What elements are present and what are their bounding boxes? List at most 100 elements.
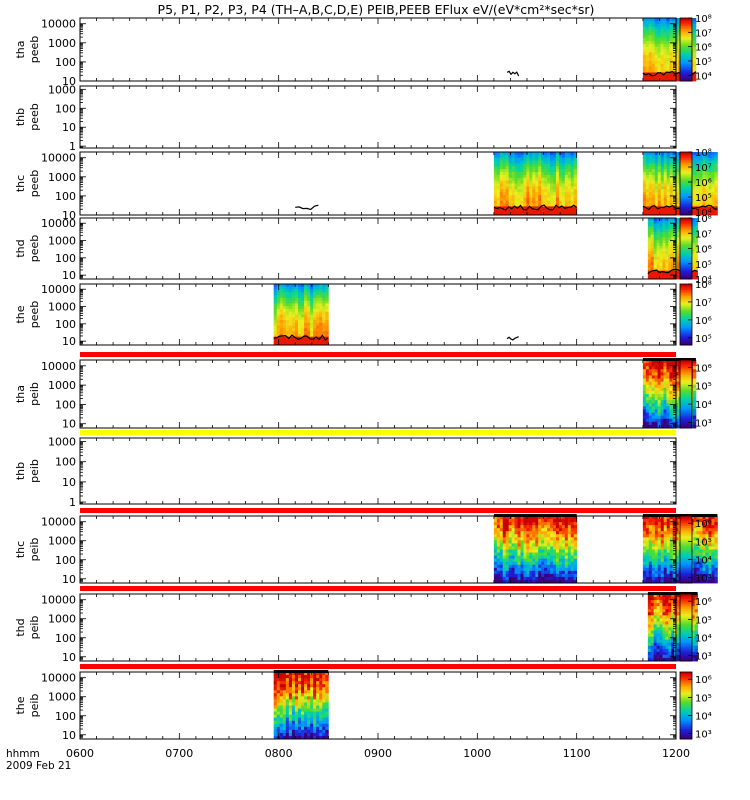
colorbar-tick-label: 10⁷ — [695, 28, 712, 39]
panel-thd-peeb: 10 100 1000 10000 thd peeb 10⁴ 10⁵ 10⁶ 10⁷ 10⁸ — [14, 214, 712, 286]
colorbar-tick-label: 10⁵ — [695, 193, 712, 204]
colorbar: 10³ 10⁴ 10⁵ 10⁶ — [679, 671, 712, 741]
y-tick-label: 100 — [55, 554, 76, 567]
y-tick-label: 1000 — [48, 379, 76, 392]
y-tick-label: 10000 — [41, 283, 76, 296]
y-tick-label: 10 — [62, 729, 76, 742]
x-tick-label: 0600 — [66, 747, 94, 760]
data-interval-thc-peib — [493, 514, 578, 584]
panel-label-instrument: peib — [28, 694, 41, 718]
panel-label-instrument: peeb — [28, 36, 41, 64]
y-tick-label: 10 — [62, 476, 76, 489]
colorbar-tick-label: 10⁵ — [695, 334, 712, 345]
panel-frame — [79, 359, 677, 429]
panel-label-probe: thb — [14, 462, 27, 480]
y-tick-label: 100 — [55, 710, 76, 723]
colorbar-tick-label: 10⁴ — [695, 712, 712, 723]
quality-flag-bar — [80, 586, 676, 591]
panel-label-probe: tha — [14, 385, 27, 403]
y-tick-label: 100 — [55, 102, 76, 115]
y-tick-label: 10000 — [41, 217, 76, 230]
colorbar-tick-label: 10⁵ — [695, 382, 712, 393]
panel-tha-peib: 10 100 1000 10000 tha peib 10³ 10⁴ 10⁵ 10⁶ — [14, 352, 712, 431]
panel-the-peib: 10 100 1000 10000 the peib 10³ 10⁴ 10⁵ 10⁶ — [14, 664, 712, 742]
data-interval-thc-peeb — [295, 204, 319, 211]
panel-label-instrument: peeb — [28, 103, 41, 131]
y-tick-label: 10 — [62, 75, 76, 88]
y-tick-label: 10000 — [41, 516, 76, 529]
panel-thc-peib: 10 100 1000 10000 thc peib 10³ 10⁴ 10⁵ 10⁶ — [14, 508, 718, 586]
y-tick-label: 100 — [55, 56, 76, 69]
panel-the-peeb: 10 100 1000 10000 the peeb 10⁵ 10⁶ 10⁷ 10⁸ — [14, 280, 712, 348]
y-tick-label: 10000 — [41, 672, 76, 685]
colorbar: 10⁵ 10⁶ 10⁷ 10⁸ — [679, 280, 712, 346]
colorbar-tick-label: 10⁸ — [695, 280, 712, 291]
colorbar-tick-label: 10⁶ — [695, 245, 712, 256]
y-tick-label: 100 — [55, 318, 76, 331]
panel-label-instrument: peeb — [28, 235, 41, 263]
data-interval-tha-peeb — [506, 70, 520, 77]
panel-label-probe: thc — [14, 175, 27, 192]
y-tick-label: 10 — [62, 335, 76, 348]
colorbar-tick-label: 10⁸ — [695, 214, 712, 225]
y-tick-label: 1000 — [48, 83, 76, 96]
colorbar-tick-label: 10⁷ — [695, 163, 712, 174]
panel-label-probe: tha — [14, 40, 27, 58]
x-tick-label: 1200 — [662, 747, 690, 760]
panel-label-instrument: peib — [28, 616, 41, 640]
y-tick-label: 100 — [55, 456, 76, 469]
colorbar-tick-label: 10⁶ — [695, 675, 712, 686]
y-tick-label: 100 — [55, 398, 76, 411]
colorbar-tick-label: 10⁴ — [695, 208, 712, 219]
colorbar-tick-label: 10⁶ — [695, 316, 712, 327]
y-tick-label: 1000 — [48, 235, 76, 248]
y-tick-label: 10 — [62, 418, 76, 431]
panel-thb-peib: 1 10 100 1000 thb peib — [14, 430, 677, 509]
panel-label-probe: the — [14, 696, 27, 714]
panel-frame — [79, 17, 677, 82]
x-tick-label: 0700 — [165, 747, 193, 760]
y-tick-label: 10 — [62, 209, 76, 222]
colorbar: 10⁴ 10⁵ 10⁶ 10⁷ 10⁸ — [679, 14, 712, 82]
y-tick-label: 10 — [62, 121, 76, 134]
colorbar-tick-label: 10⁵ — [695, 615, 712, 626]
panel-label-probe: thb — [14, 108, 27, 126]
time-axis: 0600 0700 0800 0900 1000 1100 1200 — [66, 747, 690, 760]
panel-label-probe: thc — [14, 541, 27, 558]
data-interval-the-peeb — [273, 284, 329, 346]
y-tick-label: 1000 — [48, 535, 76, 548]
colorbar-tick-label: 10⁶ — [695, 178, 712, 189]
scpot-trace — [506, 70, 520, 77]
y-tick-label: 1000 — [48, 613, 76, 626]
scpot-trace — [295, 204, 319, 211]
scpot-trace — [273, 334, 329, 341]
colorbar-tick-label: 10⁶ — [695, 363, 712, 374]
colorbar-tick-label: 10³ — [695, 574, 712, 585]
panel-label-instrument: peib — [28, 459, 41, 483]
panel-label-instrument: peib — [28, 382, 41, 406]
y-tick-label: 10000 — [41, 594, 76, 607]
y-tick-label: 1000 — [48, 37, 76, 50]
y-tick-label: 1000 — [48, 171, 76, 184]
quality-flag-bar — [80, 430, 676, 435]
panel-thd-peib: 10 100 1000 10000 thd peib 10³ 10⁴ 10⁵ 10⁶ — [14, 586, 712, 664]
colorbar-tick-label: 10³ — [695, 730, 712, 741]
panel-label-instrument: peeb — [28, 170, 41, 198]
panel-frame — [79, 515, 677, 584]
quality-flag-bar — [80, 508, 676, 513]
panel-frame — [79, 593, 677, 662]
x-tick-label: 1100 — [563, 747, 591, 760]
y-tick-label: 10000 — [41, 360, 76, 373]
colorbar-tick-label: 10⁵ — [695, 260, 712, 271]
panel-label-probe: thd — [14, 239, 27, 257]
colorbar-tick-label: 10⁷ — [695, 229, 712, 240]
y-tick-label: 100 — [55, 252, 76, 265]
quality-flag-bar — [80, 352, 676, 357]
data-interval-thc-peeb — [493, 152, 578, 216]
flag-bar-top — [642, 514, 718, 517]
colorbar-tick-label: 10³ — [695, 652, 712, 663]
colorbar-tick-label: 10⁶ — [695, 43, 712, 54]
colorbar: 10⁴ 10⁵ 10⁶ 10⁷ 10⁸ — [679, 214, 712, 286]
